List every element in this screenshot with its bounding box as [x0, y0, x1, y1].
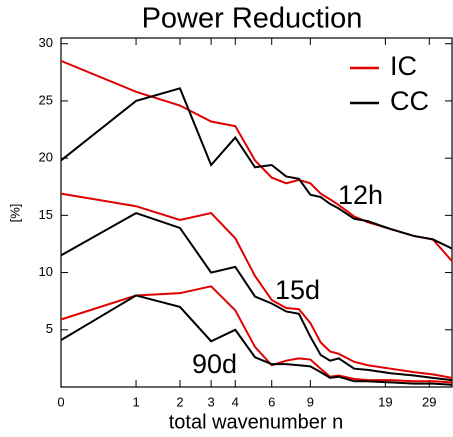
x-tick-label: 6	[268, 394, 275, 409]
y-axis-label: [%]	[7, 204, 22, 223]
series-line	[60, 285, 453, 384]
y-tick-label: 10	[39, 264, 53, 279]
x-axis-label: total wavenumber n	[169, 411, 344, 433]
y-tick-label: 15	[39, 207, 53, 222]
x-tick-label: 2	[176, 394, 183, 409]
plot-frame	[60, 37, 453, 388]
x-tick-label: 1	[132, 394, 139, 409]
legend-label: CC	[390, 86, 429, 116]
x-tick-label: 29	[422, 394, 436, 409]
y-tick-label: 5	[46, 321, 53, 336]
chart-title: Power Reduction	[142, 3, 363, 35]
series-line	[60, 192, 453, 379]
annotation: 15d	[275, 275, 320, 305]
y-tick-label: 30	[39, 35, 53, 50]
series-line	[60, 294, 453, 386]
legend-label: IC	[390, 51, 417, 81]
x-tick-label: 9	[307, 394, 314, 409]
x-tick-label: 19	[378, 394, 392, 409]
y-tick-label: 25	[39, 92, 53, 107]
annotation: 12h	[338, 180, 383, 210]
y-tick-label: 20	[39, 150, 53, 165]
series-line	[60, 211, 453, 382]
x-tick-label: 0	[57, 394, 64, 409]
x-tick-label: 4	[232, 394, 239, 409]
series-line	[60, 87, 453, 250]
annotation: 90d	[192, 349, 237, 379]
x-tick-label: 3	[207, 394, 214, 409]
